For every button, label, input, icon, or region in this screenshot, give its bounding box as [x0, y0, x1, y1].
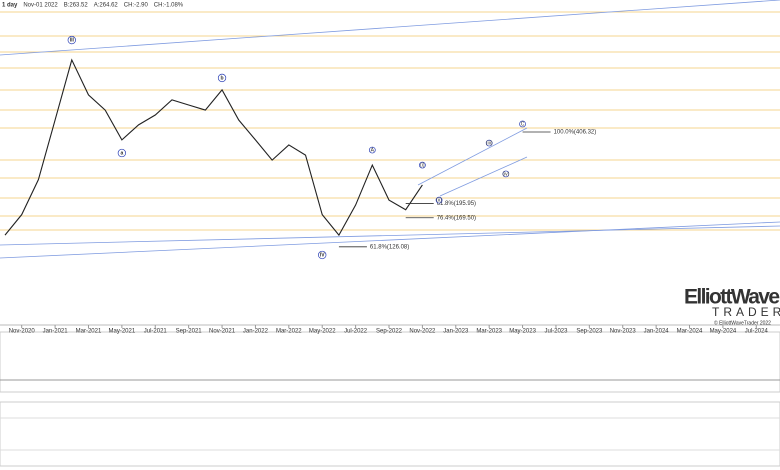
wave-label: III [70, 38, 75, 44]
x-tick-label: Jul-2021 [144, 329, 168, 335]
fib-label: 61.8%(126.08) [370, 244, 409, 250]
x-tick-label: Jan-2024 [644, 329, 670, 335]
fib-label: 100.0%(406.32) [554, 130, 597, 136]
wave-marker [217, 73, 227, 83]
x-tick-label: Nov-2022 [409, 329, 436, 335]
watermark-logo: ElliottWave [684, 286, 780, 309]
x-tick-label: Sep-2021 [176, 329, 203, 335]
channel-lines [0, 0, 780, 259]
wave-label: A [371, 148, 375, 154]
wave-marker [318, 250, 327, 260]
x-tick-label: Mar-2021 [76, 329, 102, 335]
wave-marker [117, 148, 127, 158]
fib-label: 76.4%(169.50) [437, 215, 476, 221]
header-item: CH:-2.90 [124, 3, 149, 9]
wave-marker [419, 161, 426, 169]
wave-label: (iv) [502, 172, 509, 178]
x-tick-label: Nov-2021 [209, 329, 236, 335]
header-item: CH:-1.08% [154, 3, 184, 9]
x-tick-label: Jan-2022 [243, 329, 269, 335]
watermark-sub: TRADER [712, 305, 780, 319]
x-tick-label: May-2023 [509, 329, 536, 335]
x-tick-label: Jul-2024 [745, 329, 769, 335]
x-tick-label: Nov-2020 [9, 329, 36, 335]
x-tick-label: Sep-2022 [376, 329, 403, 335]
wave-marker [67, 35, 76, 45]
wave-marker [502, 170, 510, 178]
x-tick-label: Sep-2023 [576, 329, 603, 335]
wave-marker [435, 196, 443, 204]
wave-marker [485, 139, 493, 147]
x-tick-label: Jan-2021 [43, 329, 69, 335]
wave-label: IV [320, 253, 325, 259]
x-tick-label: Nov-2023 [610, 329, 637, 335]
x-tick-label: May-2021 [109, 329, 136, 335]
macd-panel [0, 331, 780, 393]
x-tick-label: Mar-2023 [476, 329, 502, 335]
price-line [4, 58, 423, 237]
x-tick-label: Mar-2022 [276, 329, 302, 335]
x-tick-label: Mar-2024 [677, 329, 703, 335]
x-tick-label: Jul-2022 [344, 329, 368, 335]
wave-label: a [120, 151, 123, 157]
wave-label: (ii) [436, 198, 442, 204]
fib-label: 61.8%(195.95) [437, 201, 476, 207]
wave-label: b [221, 76, 224, 82]
x-tick-label: May-2024 [710, 329, 737, 335]
x-tick-label: Jan-2023 [443, 329, 469, 335]
wave-label: C [521, 122, 525, 128]
orange-levels [0, 11, 780, 231]
wave-label: (i) [420, 163, 425, 169]
header-item: B:263.52 [64, 3, 89, 9]
wave-label: (iii) [486, 141, 493, 147]
header-item: 1 day [2, 3, 18, 9]
header-item: A:264.62 [94, 3, 119, 9]
watermark-copy: © ElliottWaveTrader 2022 [714, 319, 771, 326]
header: 1 day Nov-01 2022 B:263.52 A:264.62 CH:-2.90… [2, 3, 184, 9]
header-item: Nov-01 2022 [23, 3, 58, 9]
x-tick-label: Jul-2023 [544, 329, 568, 335]
x-tick-label: May-2022 [309, 329, 336, 335]
wave-marker [368, 146, 376, 154]
wave-marker [519, 120, 526, 128]
rsi-panel [0, 401, 780, 467]
